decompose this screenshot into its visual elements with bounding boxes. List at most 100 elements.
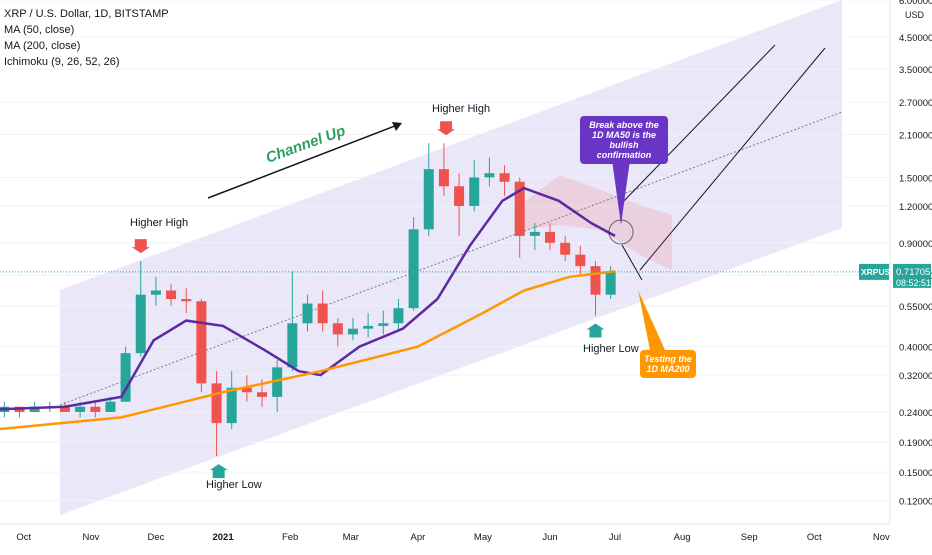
price-tick-label: 0.90000 (899, 239, 932, 250)
candles-group (0, 143, 616, 457)
candle-body (438, 169, 449, 187)
midline-dotted (59, 111, 843, 406)
price-tick-label: 2.70000 (899, 98, 932, 109)
time-tick-label: 2021 (212, 532, 234, 543)
higher-high-marker (437, 121, 456, 136)
candle-body (423, 169, 434, 230)
candle-body (59, 406, 70, 412)
candle-body (378, 323, 389, 326)
time-tick-label: Nov (82, 532, 99, 543)
time-tick-label: Oct (807, 532, 822, 543)
legend-ma200[interactable]: MA (200, close) (4, 40, 81, 52)
time-tick-label: Sep (741, 532, 758, 543)
candle-body (590, 266, 601, 295)
callout-ma200: Testing the 1D MA200 (640, 350, 696, 378)
countdown-label: 08:52:51 (896, 278, 931, 288)
candle-body (181, 299, 192, 302)
candle-body (226, 387, 237, 424)
time-tick-label: Nov (873, 532, 890, 543)
candle-body (302, 303, 313, 324)
candle-body (575, 254, 586, 267)
time-tick-label: Jun (542, 532, 557, 543)
price-tick-label: 1.20000 (899, 202, 932, 213)
candle-body (484, 173, 495, 178)
candle-body (317, 303, 328, 324)
price-tick-label: 0.32000 (899, 371, 932, 382)
price-tick-label: 6.00000 (899, 0, 932, 7)
legend-ma50[interactable]: MA (50, close) (4, 24, 75, 36)
higher-low-marker (209, 464, 228, 479)
candle-body (529, 231, 540, 236)
channel-arrow-line (207, 123, 401, 199)
candle-body (605, 271, 616, 295)
higher-low-marker (586, 323, 605, 338)
candle-body (90, 406, 101, 412)
time-tick-label: Oct (16, 532, 31, 543)
candle-body (408, 229, 419, 309)
pullback-arrow (621, 244, 643, 281)
legend-ichimoku[interactable]: Ichimoku (9, 26, 52, 26) (4, 56, 120, 68)
higher-high-label-2: Higher High (432, 103, 491, 115)
higher-low-label-1: Higher Low (206, 479, 262, 491)
time-tick-label: Feb (282, 532, 298, 543)
candle-body (75, 406, 86, 412)
candle-body (560, 242, 571, 255)
candle-body (196, 301, 207, 384)
candle-body (514, 181, 525, 236)
time-tick-label: Aug (674, 532, 691, 543)
candle-body (29, 406, 40, 412)
callout-ma50-pointer (612, 160, 630, 225)
candle-body (454, 186, 465, 206)
candle-body (135, 294, 146, 354)
projection-arrow (639, 47, 826, 271)
time-tick-label: Apr (411, 532, 426, 543)
time-tick-label: Mar (343, 532, 359, 543)
candle-body (499, 173, 510, 182)
price-tick-label: 0.40000 (899, 343, 932, 354)
price-tick-label: 4.50000 (899, 33, 932, 44)
candle-body (469, 177, 480, 206)
candle-body (287, 323, 298, 368)
price-tick-label: 0.19000 (899, 438, 932, 449)
candle-body (257, 392, 268, 397)
ma50-circle (608, 219, 634, 245)
candle-body (241, 387, 252, 393)
higher-high-label-1: Higher High (130, 217, 189, 229)
ma50-line (0, 186, 616, 411)
channel-up-band (60, 0, 842, 515)
price-tick-label: 0.12000 (899, 497, 932, 508)
projection-arrow (619, 44, 776, 206)
candle-body (545, 231, 556, 243)
symbol-tag-bg (859, 263, 889, 280)
symbol-tag: XRPUSD (861, 267, 896, 277)
candle-body (332, 323, 343, 335)
higher-low-label-2: Higher Low (583, 343, 639, 355)
price-tick-label: 0.15000 (899, 468, 932, 479)
time-tick-label: May (474, 532, 492, 543)
price-tick-label: 1.50000 (899, 173, 932, 184)
candle-body (150, 290, 161, 295)
callout-ma200-pointer (638, 290, 665, 350)
candle-body (363, 325, 374, 329)
candle-body (166, 290, 177, 300)
candle-body (272, 367, 283, 397)
higher-high-marker (131, 239, 150, 254)
candle-body (393, 308, 404, 324)
candle-body (211, 383, 222, 424)
price-tick-label: 3.50000 (899, 65, 932, 76)
ma200-line (0, 270, 616, 431)
time-tick-label: Jul (609, 532, 621, 543)
candle-body (120, 353, 131, 402)
candle-body (105, 401, 116, 412)
ichimoku-cloud (520, 175, 672, 270)
price-tick-label: 0.24000 (899, 408, 932, 419)
chart-legend: XRP / U.S. Dollar, 1D, BITSTAMP MA (50, … (4, 6, 169, 70)
currency-label: USD (905, 10, 925, 20)
time-tick-label: Dec (147, 532, 164, 543)
price-tick-label: 2.10000 (899, 130, 932, 141)
price-tick-label: 0.55000 (899, 302, 932, 313)
last-price-tag-bg (893, 263, 931, 288)
symbol-title[interactable]: XRP / U.S. Dollar, 1D, BITSTAMP (4, 8, 169, 20)
